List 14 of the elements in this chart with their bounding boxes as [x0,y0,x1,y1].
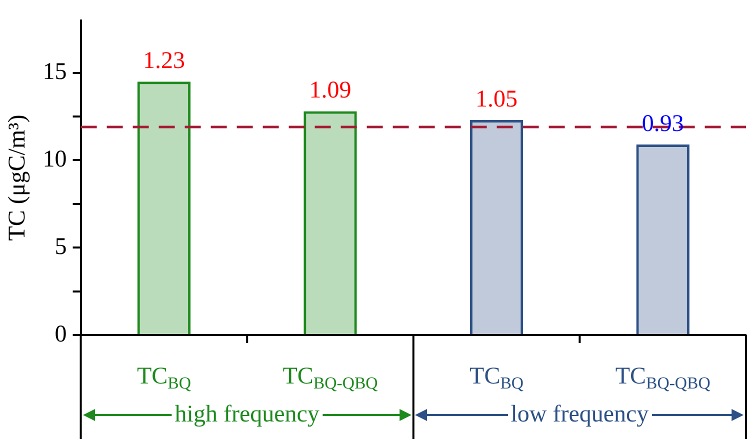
bar [304,111,357,334]
bar [636,144,690,334]
text: high frequency [172,402,322,428]
annotation: 1.09 [309,78,352,104]
bar [137,82,191,334]
y-tick-label: 0 [54,321,67,348]
text: low frequency [508,402,652,428]
y-axis-title: TC (μgC/m³) [4,114,31,241]
y-tick-label: 5 [54,234,67,260]
annotation: 1.23 [142,48,185,74]
y-tick-label: 10 [42,146,67,173]
annotation: 0.93 [642,110,684,137]
annotation: 1.05 [476,86,518,112]
y-tick-label: 15 [42,59,67,86]
